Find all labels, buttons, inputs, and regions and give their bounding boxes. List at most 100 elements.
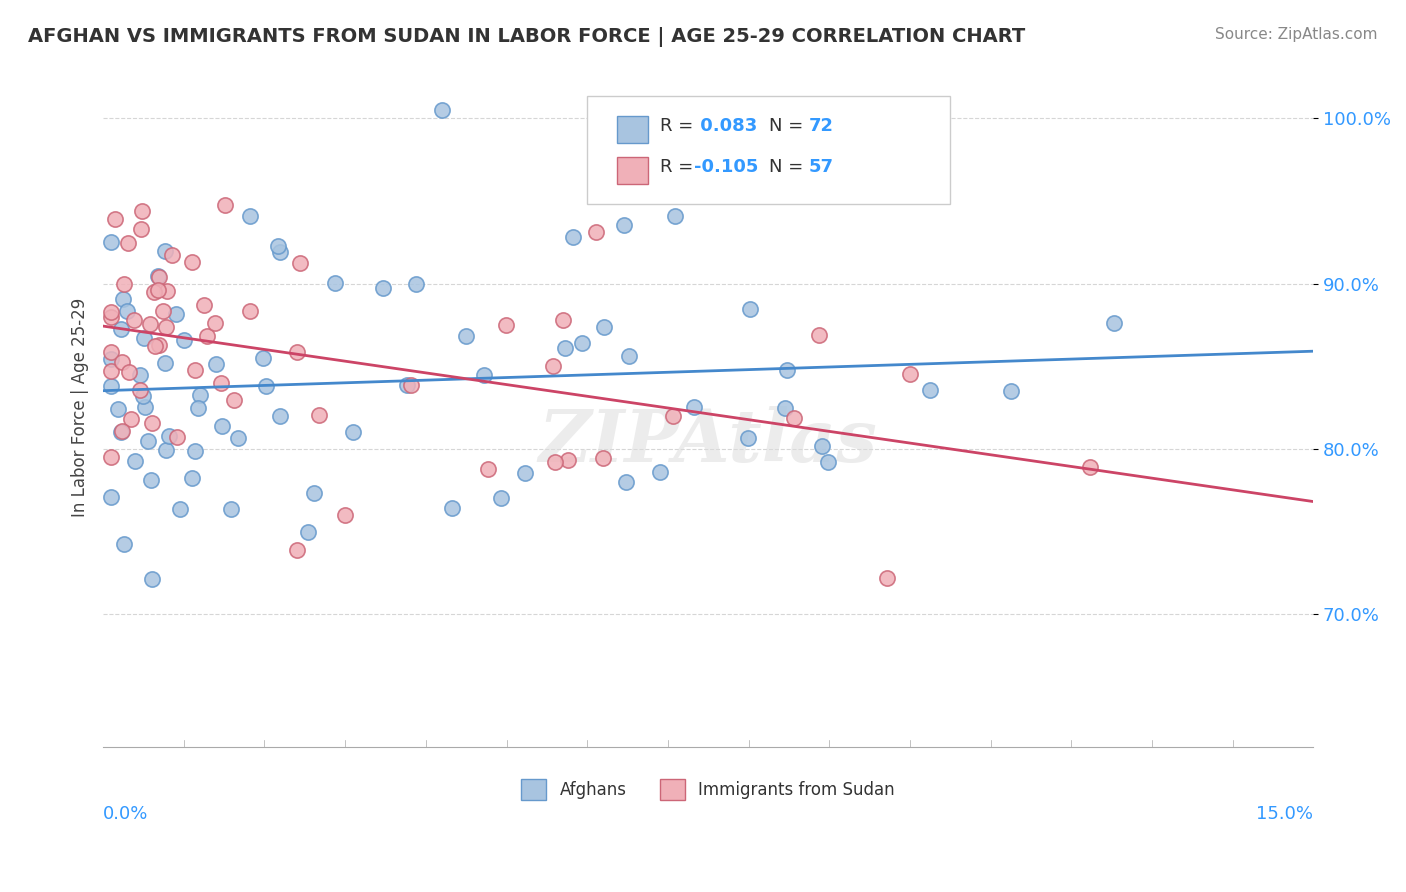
Point bbox=[323, 276, 346, 290]
Point bbox=[430, 103, 453, 117]
Point bbox=[285, 345, 308, 359]
Point bbox=[333, 508, 356, 522]
Point bbox=[110, 322, 132, 336]
Point bbox=[112, 292, 135, 306]
Point bbox=[738, 301, 761, 316]
Point bbox=[141, 416, 163, 430]
Point bbox=[132, 331, 155, 345]
Text: 0.083: 0.083 bbox=[693, 117, 756, 136]
Point bbox=[100, 379, 122, 393]
Point bbox=[100, 235, 122, 249]
Point bbox=[898, 367, 921, 381]
Text: 57: 57 bbox=[808, 158, 834, 176]
Point bbox=[308, 408, 330, 422]
Point bbox=[617, 349, 640, 363]
Point bbox=[683, 400, 706, 414]
Point bbox=[128, 384, 150, 398]
Point bbox=[173, 333, 195, 347]
Point bbox=[152, 304, 174, 318]
Point bbox=[141, 572, 163, 586]
Point bbox=[395, 378, 418, 392]
Point bbox=[155, 244, 177, 258]
Point bbox=[876, 571, 898, 585]
Point bbox=[269, 409, 291, 424]
Point bbox=[146, 283, 169, 297]
Point bbox=[146, 268, 169, 283]
Point bbox=[661, 409, 683, 423]
Point bbox=[405, 277, 427, 291]
Point bbox=[515, 466, 537, 480]
Point bbox=[808, 327, 831, 342]
Point bbox=[122, 313, 145, 327]
Text: ZIPAtlas: ZIPAtlas bbox=[538, 406, 877, 477]
Point bbox=[737, 431, 759, 445]
Point bbox=[585, 225, 607, 239]
Point bbox=[776, 363, 799, 377]
Point bbox=[112, 277, 135, 291]
Point bbox=[166, 430, 188, 444]
Point bbox=[773, 401, 796, 415]
Point bbox=[181, 471, 204, 485]
Point bbox=[153, 356, 176, 370]
Point bbox=[107, 401, 129, 416]
Point bbox=[544, 455, 567, 469]
Point bbox=[104, 212, 127, 227]
Point bbox=[239, 304, 262, 318]
Point bbox=[138, 317, 160, 331]
Point bbox=[472, 368, 495, 382]
Text: -0.105: -0.105 bbox=[693, 158, 758, 176]
Point bbox=[169, 501, 191, 516]
Point bbox=[132, 389, 155, 403]
Point bbox=[184, 443, 207, 458]
FancyBboxPatch shape bbox=[588, 95, 950, 204]
Point bbox=[441, 501, 464, 516]
Point bbox=[269, 245, 291, 260]
Text: N =: N = bbox=[769, 117, 808, 136]
Point bbox=[100, 345, 122, 359]
Point bbox=[288, 256, 311, 270]
Point bbox=[648, 465, 671, 479]
Point bbox=[184, 362, 207, 376]
Point bbox=[302, 485, 325, 500]
Point bbox=[143, 285, 166, 299]
Point bbox=[129, 221, 152, 235]
Y-axis label: In Labor Force | Age 25-29: In Labor Force | Age 25-29 bbox=[72, 298, 89, 517]
Point bbox=[297, 525, 319, 540]
Point bbox=[193, 298, 215, 312]
Point bbox=[477, 462, 499, 476]
Bar bbox=[617, 157, 648, 184]
Text: 15.0%: 15.0% bbox=[1257, 805, 1313, 822]
Point bbox=[155, 443, 177, 458]
Legend: Afghans, Immigrants from Sudan: Afghans, Immigrants from Sudan bbox=[515, 772, 901, 806]
Text: Source: ZipAtlas.com: Source: ZipAtlas.com bbox=[1215, 27, 1378, 42]
Point bbox=[557, 453, 579, 467]
Point bbox=[371, 281, 394, 295]
Point bbox=[188, 388, 211, 402]
Point bbox=[1102, 316, 1125, 330]
Bar bbox=[617, 116, 648, 143]
Point bbox=[100, 450, 122, 464]
Point bbox=[181, 255, 204, 269]
Point bbox=[115, 303, 138, 318]
Point bbox=[211, 419, 233, 434]
Point bbox=[100, 490, 122, 504]
Point bbox=[100, 364, 122, 378]
Point bbox=[187, 401, 209, 416]
Point bbox=[399, 377, 422, 392]
Point bbox=[148, 337, 170, 351]
Point bbox=[783, 410, 806, 425]
Point bbox=[1000, 384, 1022, 399]
Point bbox=[131, 204, 153, 219]
Point bbox=[592, 450, 614, 465]
Point bbox=[160, 248, 183, 262]
Point bbox=[117, 236, 139, 251]
Point bbox=[214, 198, 236, 212]
Point bbox=[456, 328, 478, 343]
Point bbox=[810, 439, 832, 453]
Text: N =: N = bbox=[769, 158, 808, 176]
Point bbox=[920, 383, 942, 397]
Point bbox=[541, 359, 564, 374]
Point bbox=[124, 454, 146, 468]
Point bbox=[239, 209, 262, 223]
Point bbox=[156, 284, 179, 298]
